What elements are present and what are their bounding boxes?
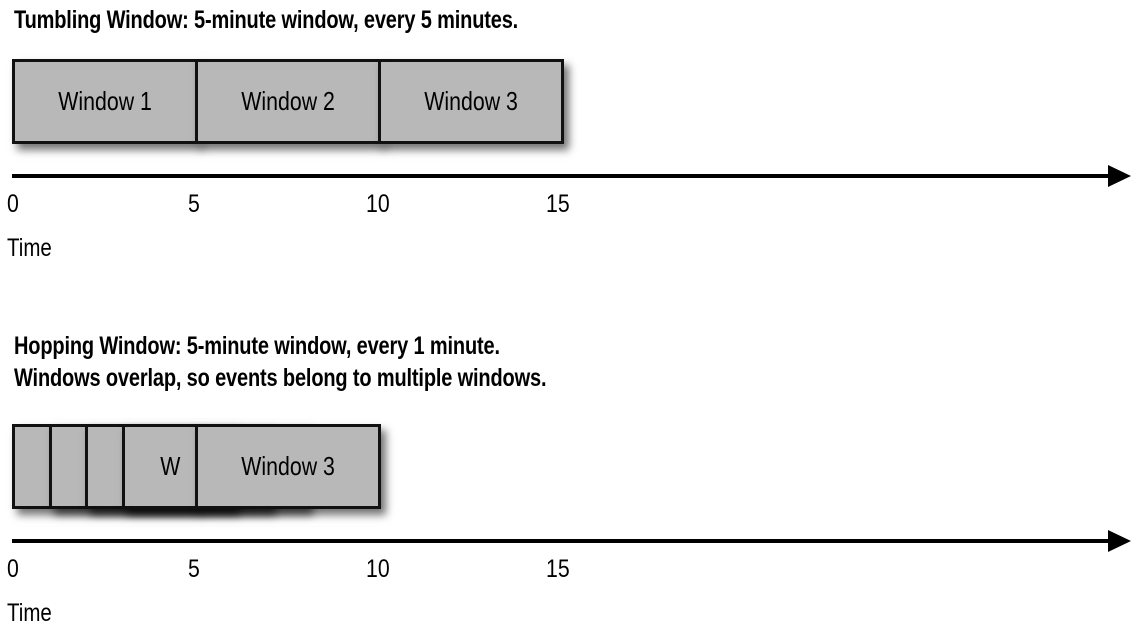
tumbling-tick-15: 15 <box>546 190 570 218</box>
tumbling-window-label-text: Window 3 <box>424 86 518 116</box>
hopping-tick-10: 10 <box>366 555 390 583</box>
hopping-window-label: Window 3 <box>198 427 378 506</box>
tumbling-timeline-axis <box>12 165 1131 187</box>
hopping-axis-arrowhead <box>1108 530 1131 552</box>
hopping-heading: Hopping Window: 5-minute window, every 1… <box>14 332 547 392</box>
hopping-tick-0: 0 <box>7 555 19 583</box>
tumbling-window-label: Window 2 <box>198 62 378 141</box>
tumbling-window-label: Window 1 <box>15 62 195 141</box>
hopping-window-label: W <box>125 427 305 506</box>
hopping-window-label-text: W <box>160 451 181 481</box>
tumbling-window-label-text: Window 2 <box>241 86 335 116</box>
hopping-tick-15: 15 <box>546 555 570 583</box>
tumbling-window-label: Window 3 <box>381 62 561 141</box>
hopping-window-label-text: Window 3 <box>241 451 335 481</box>
tumbling-tick-5: 5 <box>188 190 200 218</box>
hopping-window-5: Window 3 <box>195 424 381 509</box>
hopping-tick-5: 5 <box>188 555 200 583</box>
tumbling-axis-label: Time <box>7 234 52 262</box>
hopping-axis-label: Time <box>7 599 52 627</box>
tumbling-window-2: Window 2 <box>195 59 381 144</box>
hopping-timeline-axis <box>12 530 1131 552</box>
tumbling-tick-10: 10 <box>366 190 390 218</box>
tumbling-window-1: Window 1 <box>12 59 198 144</box>
tumbling-heading: Tumbling Window: 5-minute window, every … <box>14 6 519 34</box>
tumbling-window-label-text: Window 1 <box>58 86 152 116</box>
tumbling-window-3: Window 3 <box>378 59 564 144</box>
tumbling-axis-arrowhead <box>1108 165 1131 187</box>
tumbling-tick-0: 0 <box>7 190 19 218</box>
